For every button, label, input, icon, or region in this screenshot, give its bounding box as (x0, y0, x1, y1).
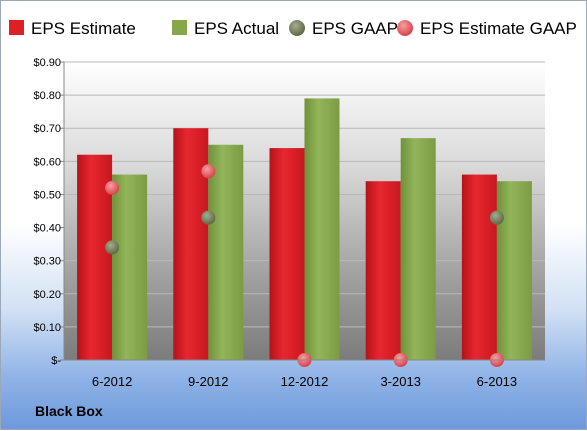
legend-label-eps-actual: EPS Actual (194, 19, 279, 38)
bar-eps-actual (304, 98, 340, 360)
legend-swatch-eps-estimate-gaap (397, 20, 413, 36)
bar-eps-estimate (269, 148, 305, 360)
y-tick-label: $0.20 (33, 289, 61, 301)
x-tick-label: 3-2013 (380, 374, 420, 389)
legend-label-eps-estimate: EPS Estimate (31, 19, 136, 38)
y-tick-label: $0.10 (33, 322, 61, 334)
legend-swatch-eps-actual (172, 20, 187, 35)
y-axis: $- $0.10 $0.20 $0.30 $0.40 $0.50 $0.60 $0.70 $0.… (33, 57, 545, 367)
x-tick-label: 6-2012 (92, 374, 132, 389)
marker-eps-estimate-gaap (201, 164, 216, 179)
y-tick-label: $0.90 (33, 57, 61, 69)
x-axis: 6-2012 9-2012 12-2012 3-2013 6-2013 (92, 374, 517, 389)
marker-eps-gaap (489, 210, 504, 225)
legend-swatch-eps-estimate (9, 20, 24, 35)
y-tick-label: $0.70 (33, 123, 61, 135)
bar-eps-actual (496, 181, 532, 360)
y-tick-label: $0.80 (33, 90, 61, 102)
legend: EPS Estimate EPS Actual EPS GAAP EPS Est… (9, 19, 577, 38)
bar-eps-actual (112, 174, 148, 360)
y-tick-label: $- (51, 355, 61, 367)
marker-eps-gaap (105, 240, 120, 255)
y-tick-label: $0.50 (33, 189, 61, 201)
x-tick-label: 6-2013 (477, 374, 517, 389)
bar-eps-actual (400, 138, 436, 360)
bar-eps-estimate (461, 174, 497, 360)
y-tick-label: $0.60 (33, 156, 61, 168)
marker-eps-gaap (201, 210, 216, 225)
marker-eps-estimate-gaap (105, 180, 120, 195)
y-tick-label: $0.30 (33, 256, 61, 268)
x-tick-label: 12-2012 (281, 374, 329, 389)
bar-eps-estimate (365, 181, 401, 360)
legend-label-eps-estimate-gaap: EPS Estimate GAAP (420, 19, 577, 38)
x-tick-label: 9-2012 (188, 374, 228, 389)
y-tick-label: $0.40 (33, 223, 61, 235)
company-name: Black Box (35, 403, 103, 419)
bars (77, 98, 532, 360)
legend-label-eps-gaap: EPS GAAP (312, 19, 398, 38)
bar-eps-estimate (173, 128, 209, 360)
legend-swatch-eps-gaap (289, 20, 305, 36)
bar-eps-actual (208, 144, 244, 360)
